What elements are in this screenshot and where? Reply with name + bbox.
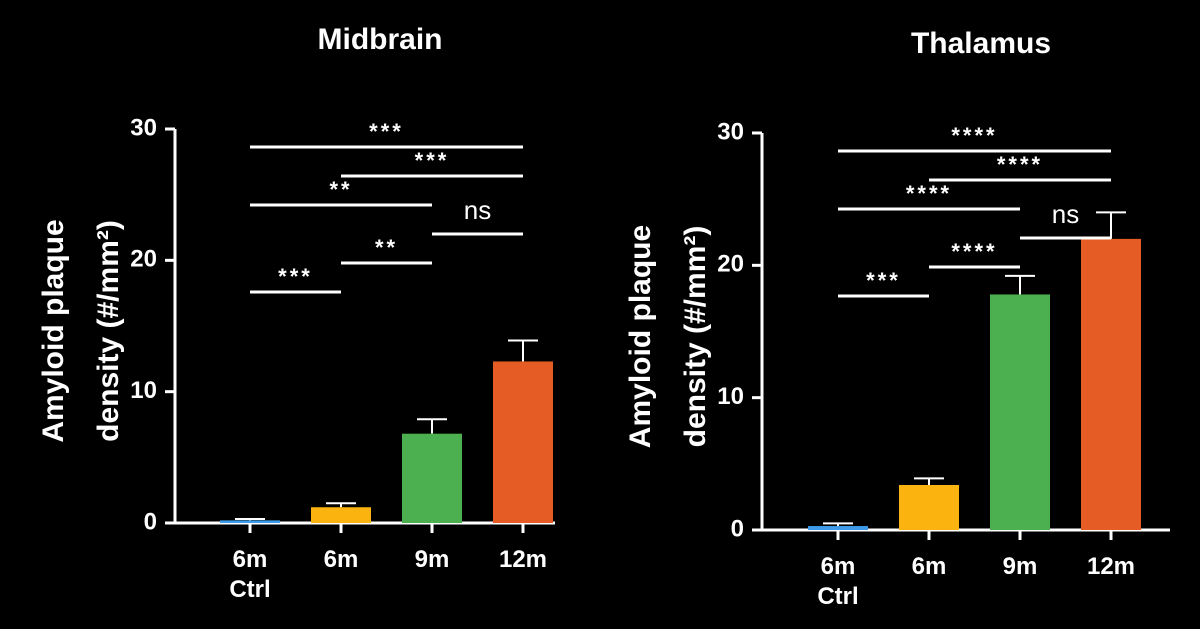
x-tick-label: 6m Ctrl: [229, 546, 271, 603]
significance-label: **: [375, 235, 398, 260]
x-tick-label: 12m: [498, 546, 548, 573]
y-tick-label: 20: [717, 251, 744, 278]
x-tick-label-box: 9m: [414, 546, 450, 573]
x-tick-label-box: 6m: [911, 553, 947, 580]
chart-panel: Midbrain Amyloid plaque density (#/mm²) 0 10…: [37, 23, 555, 603]
significance-label: ***: [866, 268, 901, 293]
bar: [493, 361, 553, 523]
chart-title: Thalamus: [911, 27, 1051, 60]
significance-label: ns: [464, 195, 491, 225]
bar: [1081, 238, 1141, 530]
chart-panel: Thalamus Amyloid plaque density (#/mm²) 0 10…: [624, 27, 1170, 610]
significance-label: ****: [906, 181, 952, 206]
x-tick-label-box: 6m Ctrl: [229, 546, 271, 603]
y-tick-label: 0: [144, 508, 157, 535]
x-tick-label-box: 12m: [498, 546, 548, 573]
bar: [808, 526, 868, 530]
x-tick-label: 6m: [323, 546, 359, 573]
bar: [402, 433, 462, 523]
x-tick-label-box: 6m: [323, 546, 359, 573]
bar: [899, 485, 959, 530]
y-axis-label: Amyloid plaque: [624, 225, 657, 448]
significance-label: ***: [278, 264, 313, 289]
significance-label: ***: [415, 148, 450, 173]
significance-label: ****: [997, 152, 1043, 177]
x-tick-label-box: 9m: [1002, 553, 1038, 580]
x-tick-label: 6m: [911, 553, 947, 580]
y-axis-label: density (#/mm²): [679, 226, 712, 448]
bar: [311, 507, 371, 523]
chart-title: Midbrain: [318, 23, 443, 56]
y-axis-label: Amyloid plaque: [37, 219, 70, 442]
x-tick-label: 6m Ctrl: [817, 553, 859, 610]
x-tick-label-box: 6m Ctrl: [817, 553, 859, 610]
y-tick-label: 30: [717, 118, 744, 145]
significance-label: **: [329, 177, 352, 202]
y-tick-label: 20: [130, 246, 157, 273]
bar: [220, 520, 280, 523]
significance-label: ***: [369, 119, 404, 144]
y-tick-label: 10: [717, 383, 744, 410]
significance-label: ****: [951, 239, 997, 264]
x-tick-label: 9m: [1002, 553, 1038, 580]
x-tick-label-box: 12m: [1086, 553, 1136, 580]
y-tick-label: 10: [130, 377, 157, 404]
y-axis-label: density (#/mm²): [92, 220, 125, 442]
bar: [990, 294, 1050, 530]
y-tick-label: 30: [130, 114, 157, 141]
y-tick-label: 0: [731, 515, 744, 542]
x-tick-label: 12m: [1086, 553, 1136, 580]
significance-label: ns: [1052, 199, 1079, 229]
significance-label: ****: [951, 123, 997, 148]
x-tick-label: 9m: [414, 546, 450, 573]
